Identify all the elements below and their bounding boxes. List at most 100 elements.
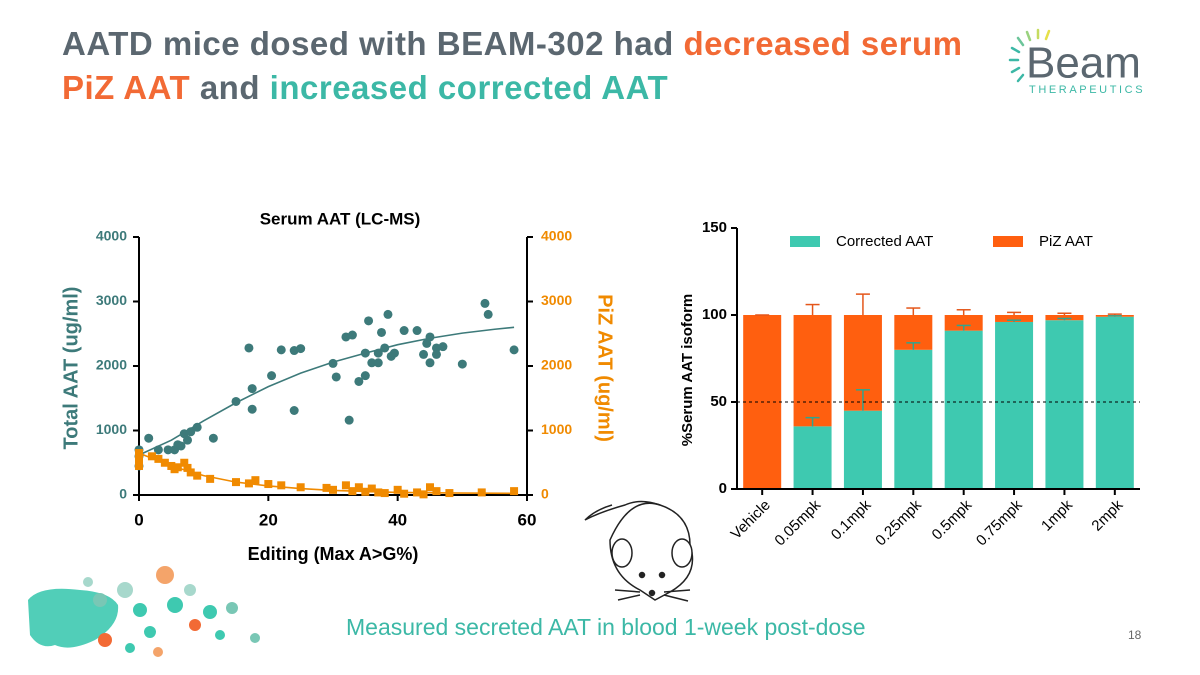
point	[135, 461, 143, 470]
y2-tick-label: 4000	[541, 228, 572, 244]
error-bar	[906, 307, 921, 315]
logo-subtitle: THERAPEUTICS	[1029, 84, 1145, 96]
point	[232, 478, 240, 487]
point	[413, 488, 422, 497]
point	[361, 487, 370, 496]
point	[160, 458, 169, 467]
point	[244, 343, 254, 353]
bar-segment	[1045, 320, 1084, 489]
legend-swatch	[993, 236, 1023, 247]
point	[425, 332, 435, 342]
error-bar	[956, 309, 971, 315]
error-bar	[1107, 313, 1122, 315]
bar-segment	[793, 426, 832, 489]
caption: Measured secreted AAT in blood 1-week po…	[346, 614, 866, 640]
point	[360, 371, 370, 381]
point	[163, 445, 173, 455]
legend-label: PiZ AAT	[1039, 233, 1093, 250]
x-tick-label: 0	[134, 510, 143, 529]
x-tick-label: Vehicle	[728, 497, 774, 543]
x-tick-label: 1mpk	[1038, 496, 1076, 534]
point	[400, 489, 409, 498]
point	[383, 309, 393, 319]
point	[183, 435, 192, 445]
point	[354, 483, 363, 492]
y2-tick-label: 1000	[541, 421, 572, 437]
x-tick-label: 40	[388, 510, 407, 529]
point	[432, 487, 441, 496]
point	[419, 349, 429, 359]
error-bar	[1057, 312, 1072, 315]
point	[354, 376, 364, 386]
point	[360, 348, 370, 358]
y-tick-label: 50	[710, 393, 727, 410]
point	[154, 454, 163, 463]
point	[341, 481, 350, 490]
bar-segment	[995, 321, 1034, 489]
error-bar	[1007, 311, 1022, 315]
point	[208, 433, 218, 443]
point	[264, 480, 273, 489]
slide-title: AATD mice dosed with BEAM-302 had decrea…	[62, 22, 982, 110]
point	[348, 487, 357, 496]
title-part: decreased serum PiZ AAT	[62, 25, 963, 106]
point	[509, 345, 519, 355]
point	[510, 487, 519, 496]
point	[377, 327, 386, 337]
point	[135, 449, 143, 458]
x-tick-label: 0.5mpk	[929, 496, 976, 543]
point	[373, 348, 383, 358]
error-bar	[1057, 317, 1072, 321]
fit-line	[138, 326, 515, 456]
bar-segment	[843, 410, 882, 489]
point	[393, 485, 402, 494]
point	[176, 441, 186, 451]
error-bar	[855, 389, 870, 411]
point	[426, 483, 434, 492]
chart-title: Serum AAT (LC-MS)	[260, 209, 421, 228]
bar-segment	[995, 315, 1034, 322]
title-part: increased corrected AAT	[269, 69, 669, 106]
point	[445, 489, 454, 498]
point	[135, 455, 143, 464]
point	[477, 488, 486, 497]
y2-tick-label: 0	[541, 486, 549, 502]
legend-swatch	[790, 236, 820, 247]
mouse-illustration	[584, 500, 694, 602]
point	[329, 485, 337, 494]
legend-label: Corrected AAT	[836, 233, 933, 250]
y-tick-label: 3000	[96, 292, 127, 308]
bar-segment	[894, 349, 933, 489]
point	[483, 309, 493, 319]
point	[231, 396, 241, 406]
y-tick-label: 0	[719, 480, 727, 497]
y-axis-label: Total AAT (ug/ml)	[60, 287, 82, 450]
x-axis-label: Editing (Max A>G%)	[248, 544, 419, 564]
error-bar	[855, 293, 870, 315]
point	[247, 404, 257, 414]
point	[267, 371, 277, 381]
bar-segment	[793, 315, 832, 427]
point	[431, 349, 441, 359]
title-part: and	[190, 69, 270, 106]
point	[289, 406, 299, 416]
point	[322, 483, 331, 492]
point	[438, 342, 448, 352]
y2-axis-label: PiZ AAT (ug/ml)	[594, 294, 616, 442]
point	[247, 384, 257, 394]
point	[380, 343, 390, 353]
point	[367, 484, 376, 493]
error-bar	[805, 416, 820, 427]
y-tick-label: 0	[119, 486, 127, 502]
point	[183, 463, 192, 472]
point	[480, 298, 490, 308]
point	[193, 471, 202, 480]
point	[144, 433, 154, 443]
point	[344, 415, 354, 425]
point	[186, 427, 196, 437]
title-part: AATD mice dosed with BEAM-302 had	[62, 25, 684, 62]
point	[147, 452, 156, 461]
point	[331, 372, 341, 382]
